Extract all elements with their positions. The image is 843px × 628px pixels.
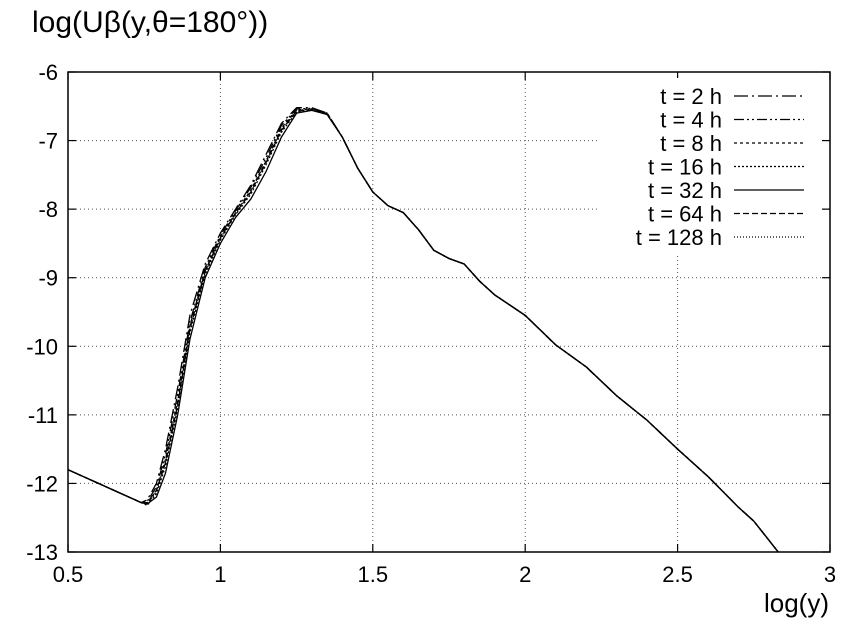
legend-label: t = 4 h	[660, 108, 722, 133]
y-tick-label: -10	[26, 334, 58, 359]
y-tick-label: -6	[38, 60, 58, 85]
y-tick-label: -8	[38, 197, 58, 222]
series-lines	[67, 107, 779, 553]
tick-labels: 0.5 1 1.5 2 2.5 3 -6 -7 -8 -9 -10 -11 -12 -13	[26, 60, 836, 587]
legend: t = 2 ht = 4 ht = 8 ht = 16 ht = 32 ht =…	[600, 78, 822, 256]
y-tick-label: -11	[28, 403, 58, 428]
series-line	[67, 108, 779, 553]
y-tick-label: -13	[26, 540, 58, 565]
legend-background	[600, 78, 822, 256]
legend-label: t = 32 h	[648, 178, 722, 203]
x-tick-label: 1	[214, 562, 226, 587]
y-tick-label: -9	[38, 266, 58, 291]
x-tick-label: 0.5	[53, 562, 84, 587]
legend-label: t = 2 h	[660, 84, 722, 109]
x-tick-label: 2	[519, 562, 531, 587]
legend-label: t = 128 h	[636, 225, 722, 250]
x-axis-label: log(y)	[763, 588, 829, 618]
x-tick-label: 1.5	[358, 562, 389, 587]
plot-frame	[67, 71, 831, 553]
x-tick-label: 3	[824, 562, 836, 587]
y-axis-label: log(Uβ(y,θ=180°))	[32, 6, 269, 39]
y-tick-label: -7	[38, 129, 58, 154]
x-tick-label: 2.5	[662, 562, 693, 587]
legend-label: t = 64 h	[648, 202, 722, 227]
grid	[67, 71, 831, 553]
legend-label: t = 16 h	[648, 155, 722, 180]
y-tick-label: -12	[26, 471, 58, 496]
legend-label: t = 8 h	[660, 131, 722, 156]
